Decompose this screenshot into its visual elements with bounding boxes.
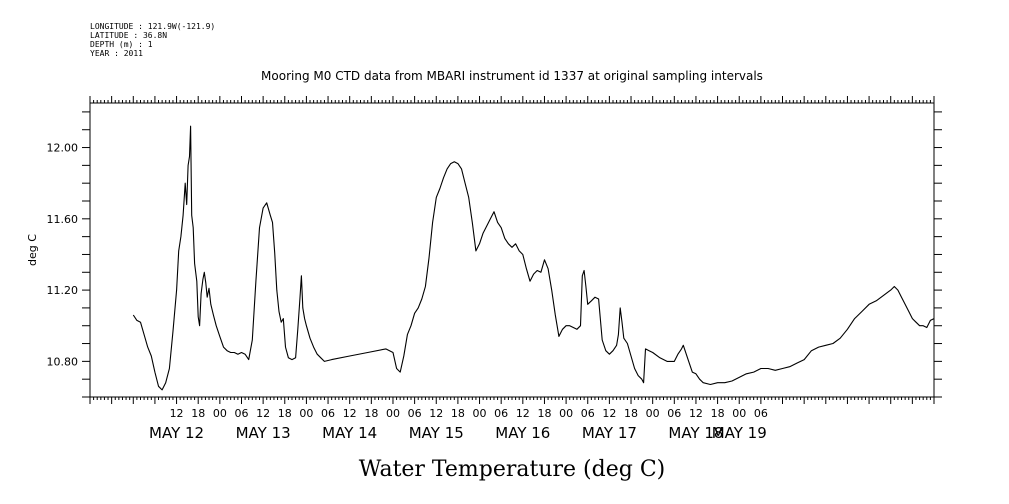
x-date-label: MAY 18 [668, 424, 723, 442]
x-tick-label: 18 [451, 407, 465, 420]
plot-frame [89, 102, 935, 398]
x-tick-label: 12 [429, 407, 443, 420]
x-tick-label: 00 [646, 407, 660, 420]
x-date-label: MAY 14 [322, 424, 377, 442]
depth-label: DEPTH (m) : 1 [90, 40, 153, 49]
x-tick-label: 06 [754, 407, 768, 420]
x-tick-label: 06 [321, 407, 335, 420]
temperature-series-line [132, 125, 935, 391]
x-date-label: MAY 12 [149, 424, 204, 442]
x-tick-label: 12 [689, 407, 703, 420]
x-tick-label: 06 [581, 407, 595, 420]
y-tick-label: 11.20 [47, 284, 79, 297]
x-tick-label: 12 [516, 407, 530, 420]
x-tick-label: 18 [278, 407, 292, 420]
x-tick-label: 06 [408, 407, 422, 420]
x-date-label: MAY 19 [712, 424, 767, 442]
y-tick-label: 11.60 [47, 213, 79, 226]
x-tick-label: 18 [191, 407, 205, 420]
x-tick-label: 00 [732, 407, 746, 420]
longitude-label: LONGITUDE : 121.9W(-121.9) [90, 22, 215, 31]
x-tick-label: 12 [343, 407, 357, 420]
x-date-label: MAY 15 [409, 424, 464, 442]
x-date-label: MAY 13 [236, 424, 291, 442]
x-tick-label: 12 [602, 407, 616, 420]
x-tick-label: 18 [364, 407, 378, 420]
x-tick-label: 12 [170, 407, 184, 420]
x-tick-label: 06 [667, 407, 681, 420]
x-tick-label: 00 [213, 407, 227, 420]
year-label: YEAR : 2011 [90, 49, 143, 58]
y-tick-label: 10.80 [47, 355, 79, 368]
x-tick-label: 00 [386, 407, 400, 420]
x-tick-label: 12 [256, 407, 270, 420]
axes-group: 10.80 11.20 11.60 12.00 12 18 00 06 12 18 00 06 12 18… [47, 96, 942, 442]
y-axis-label: deg C [26, 234, 39, 266]
x-tick-label: 06 [234, 407, 248, 420]
latitude-label: LATITUDE : 36.8N [90, 31, 167, 40]
x-tick-label: 18 [537, 407, 551, 420]
x-tick-label: 00 [299, 407, 313, 420]
y-tick-label: 12.00 [47, 142, 79, 155]
x-date-label: MAY 17 [582, 424, 637, 442]
x-date-label: MAY 16 [495, 424, 550, 442]
series-group [132, 125, 935, 391]
x-tick-label: 18 [624, 407, 638, 420]
metadata-block: LONGITUDE : 121.9W(-121.9) LATITUDE : 36… [90, 22, 215, 58]
x-tick-label: 00 [473, 407, 487, 420]
chart-title: Mooring M0 CTD data from MBARI instrumen… [261, 69, 763, 83]
x-tick-label: 18 [711, 407, 725, 420]
x-tick-label: 06 [494, 407, 508, 420]
x-axis-label: Water Temperature (deg C) [359, 457, 666, 482]
x-tick-label: 00 [559, 407, 573, 420]
